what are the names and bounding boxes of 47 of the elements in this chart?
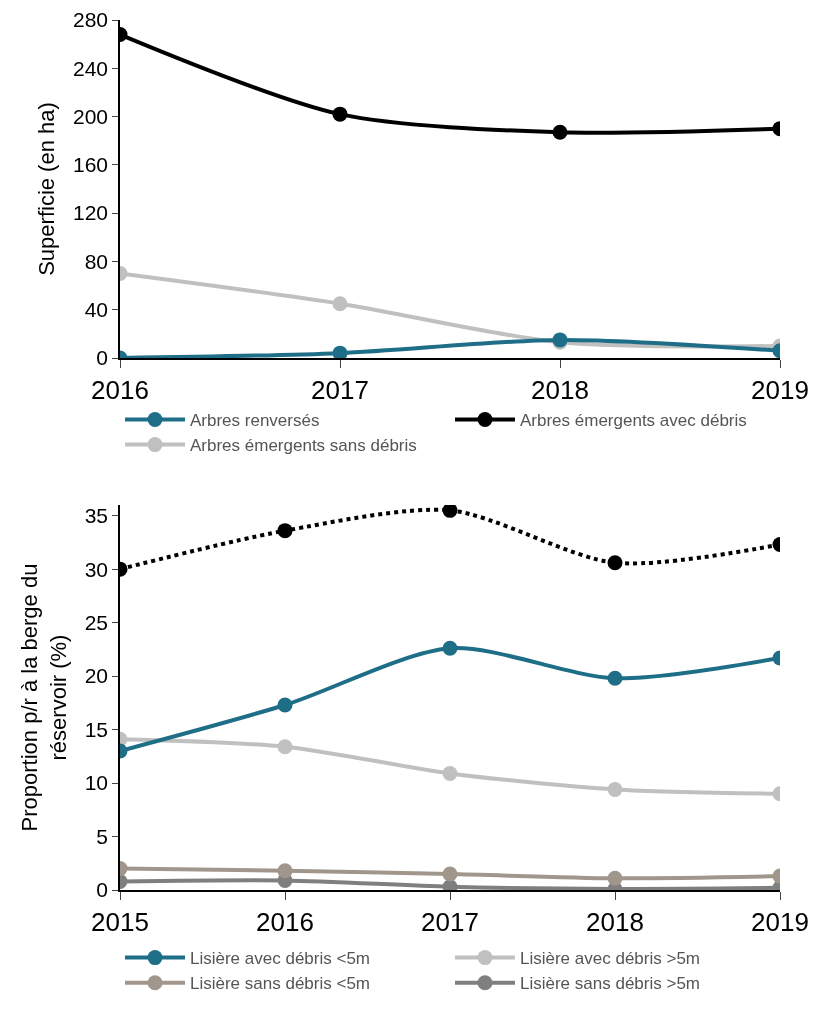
y-tick-label: 30 <box>84 557 109 581</box>
point <box>332 345 348 358</box>
point <box>277 863 293 879</box>
point <box>442 505 458 518</box>
point <box>277 739 293 755</box>
legend-label: Lisière avec débris <5m <box>190 949 371 969</box>
y-tick-label: 80 <box>84 249 109 273</box>
point <box>442 866 458 882</box>
y-tick-label: 15 <box>84 717 109 741</box>
legend-label: Lisière avec débris >5m <box>520 949 701 969</box>
legend-label: Arbres émergents avec débris <box>520 411 747 431</box>
x-tick-label: 2015 <box>91 906 149 937</box>
point <box>607 555 623 571</box>
x-tick-label: 2019 <box>751 906 809 937</box>
legend-label: Lisière sans débris >5m <box>520 974 701 994</box>
y-tick-label: 160 <box>73 153 109 177</box>
point <box>442 765 458 781</box>
x-tick-label: 2018 <box>531 374 589 405</box>
y-tick-label: 10 <box>84 771 109 795</box>
x-tick-label: 2018 <box>586 906 644 937</box>
y-tick-label: 280 <box>73 8 109 32</box>
legend-label: Lisière sans débris <5m <box>190 974 371 994</box>
x-tick-label: 2016 <box>91 374 149 405</box>
y-tick-label: 120 <box>73 201 109 225</box>
y-tick-label: 40 <box>84 298 109 322</box>
y-tick-label: 5 <box>96 824 109 848</box>
legend-label: Arbres émergents sans débris <box>190 436 417 456</box>
y-tick-label: 35 <box>84 504 109 528</box>
y-axis-title: Proportion p/r à la berge du réservoir (%) <box>17 563 71 832</box>
y-tick-label: 20 <box>84 664 109 688</box>
y-tick-label: 240 <box>73 56 109 80</box>
y-tick-label: 0 <box>96 878 109 902</box>
legend-label: Arbres renversés <box>190 411 320 431</box>
y-tick-label: 25 <box>84 610 109 634</box>
point <box>277 697 293 713</box>
y-tick-label: 200 <box>73 104 109 128</box>
x-tick-label: 2016 <box>256 906 314 937</box>
x-tick-label: 2017 <box>311 374 369 405</box>
x-tick-label: 2019 <box>751 374 809 405</box>
point <box>442 640 458 656</box>
point <box>607 781 623 797</box>
point <box>277 523 293 539</box>
y-axis-title: Superficie (en ha) <box>34 102 60 276</box>
point <box>607 870 623 886</box>
point <box>607 670 623 686</box>
y-tick-label: 0 <box>96 346 109 370</box>
x-tick-label: 2017 <box>421 906 479 937</box>
